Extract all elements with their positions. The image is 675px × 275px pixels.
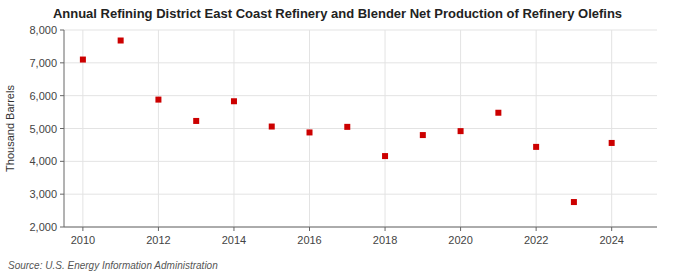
background (0, 0, 675, 275)
y-tick-label: 6,000 (29, 90, 57, 102)
x-tick-label: 2016 (297, 234, 321, 246)
y-tick (60, 95, 64, 96)
point (193, 118, 199, 124)
x-grid-line (385, 30, 386, 227)
y-tick-label: 3,000 (29, 188, 57, 200)
title: Annual Refining District East Coast Refi… (53, 6, 622, 21)
point (80, 57, 86, 63)
x-tick-label: 2012 (146, 234, 170, 246)
point (231, 98, 237, 104)
x-tick (385, 227, 386, 231)
x-tick (309, 227, 310, 231)
point (495, 110, 501, 116)
y-grid-line (64, 30, 657, 31)
y-grid-line (64, 161, 657, 162)
point (609, 140, 615, 146)
x-tick-label: 2018 (373, 234, 397, 246)
y-axis-label: Thousand Barrels (4, 85, 16, 172)
x-tick-label: 2022 (524, 234, 548, 246)
x-tick (233, 227, 234, 231)
x-axis-line (64, 227, 657, 228)
x-tick-label: 2010 (71, 234, 95, 246)
chart-container: 2,000 3,000 4,000 5,000 6,000 7,000 8,000 2010 2… (0, 0, 675, 275)
x-grid-line (233, 30, 234, 227)
x-tick (536, 227, 537, 231)
point (155, 97, 161, 103)
point (307, 129, 313, 135)
point (269, 124, 275, 130)
point (571, 199, 577, 205)
y-grid-line (64, 227, 657, 228)
points (80, 38, 615, 206)
x-tick (82, 227, 83, 231)
x-grid-line (309, 30, 310, 227)
x-grid-line (611, 30, 612, 227)
y-tick (60, 30, 64, 31)
point (382, 153, 388, 159)
point (533, 144, 539, 150)
y-grid-line (64, 194, 657, 195)
x-grid-line (158, 30, 159, 227)
y-tick-label: 8,000 (29, 24, 57, 36)
y-tick (60, 194, 64, 195)
axes: 2,000 3,000 4,000 5,000 6,000 7,000 8,000 2010 2… (29, 24, 657, 246)
y-grid-line (64, 95, 657, 96)
x-tick (611, 227, 612, 231)
y-axis-line (64, 30, 65, 227)
point (420, 132, 426, 138)
grid (64, 30, 657, 227)
source-note: Source: U.S. Energy Information Administ… (8, 260, 218, 271)
y-tick (60, 128, 64, 129)
x-tick (158, 227, 159, 231)
x-tick-label: 2014 (222, 234, 246, 246)
x-tick (460, 227, 461, 231)
x-grid-line (536, 30, 537, 227)
y-tick (60, 62, 64, 63)
y-tick-label: 5,000 (29, 123, 57, 135)
x-tick-label: 2020 (448, 234, 472, 246)
y-tick (60, 161, 64, 162)
y-tick-label: 4,000 (29, 155, 57, 167)
y-grid-line (64, 128, 657, 129)
point (344, 124, 350, 130)
y-tick (60, 227, 64, 228)
y-grid-line (64, 62, 657, 63)
y-tick-label: 7,000 (29, 57, 57, 69)
point (118, 38, 124, 44)
x-tick-label: 2024 (599, 234, 623, 246)
point (458, 128, 464, 134)
chart-svg: 2,000 3,000 4,000 5,000 6,000 7,000 8,000 2010 2… (0, 0, 675, 275)
y-tick-label: 2,000 (29, 221, 57, 233)
